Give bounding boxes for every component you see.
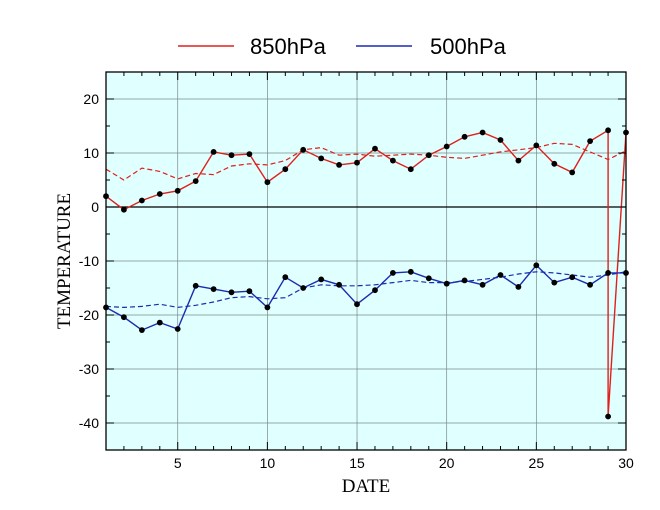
series-850hpa-point (443, 143, 450, 150)
y-tick-labels: 20 10 0 -10 -20 -30 -40 (79, 91, 99, 431)
y-tick-label: -30 (79, 361, 99, 377)
x-tick-label: 25 (529, 455, 545, 471)
series-850hpa-point (497, 137, 504, 143)
y-tick-label: -20 (79, 307, 99, 323)
legend-label-850hpa: 850hPa (250, 34, 327, 59)
series-850hpa-point (605, 413, 611, 420)
series-500hpa-point (551, 279, 558, 286)
series-500hpa-point (533, 262, 540, 269)
series-850hpa-point (479, 129, 486, 136)
y-axis-label: TEMPERATURE (54, 193, 75, 329)
x-tick-labels: 5 10 15 20 25 30 (174, 455, 634, 471)
series-500hpa-point (336, 281, 342, 288)
series-500hpa-point (461, 277, 468, 284)
series-500hpa-point (479, 281, 486, 288)
legend-label-500hpa: 500hPa (430, 34, 507, 59)
x-tick-label: 20 (439, 455, 455, 471)
series-850hpa-point (425, 152, 432, 159)
series-850hpa-point (569, 169, 576, 176)
x-tick-label: 10 (260, 455, 276, 471)
series-500hpa-point (372, 287, 378, 294)
series-500hpa-point (264, 304, 271, 311)
series-500hpa-point (174, 326, 181, 332)
series-850hpa-point (264, 179, 271, 186)
tick-marks (105, 72, 627, 450)
series-850hpa-point (407, 166, 414, 173)
grid-lines (106, 72, 626, 450)
series-500hpa-point (443, 280, 450, 287)
series-850hpa-point (174, 187, 181, 194)
series-850hpa-point (372, 145, 378, 152)
series-850hpa-point (318, 155, 325, 162)
x-tick-label: 15 (349, 455, 365, 471)
series-500hpa-point (121, 314, 127, 321)
series-850hpa-point (551, 160, 558, 167)
series-500hpa-mean-line (105, 271, 627, 309)
x-tick-label: 30 (618, 455, 634, 471)
y-tick-label: 20 (83, 91, 99, 107)
series-500hpa-point (515, 284, 522, 290)
series-500hpa-point (300, 285, 307, 291)
x-tick-label: 5 (174, 455, 182, 471)
series-850hpa-point (336, 162, 342, 168)
y-tick-label: -10 (79, 253, 99, 269)
series-500hpa-point (587, 281, 593, 288)
legend: 850hPa 500hPa (178, 34, 507, 59)
series-500hpa-point (228, 289, 235, 296)
series-500hpa-point (210, 286, 217, 292)
series-850hpa-point (605, 127, 611, 134)
y-tick-label: 10 (83, 145, 99, 161)
series-500hpa-point (605, 270, 611, 276)
series-500hpa-point (354, 301, 360, 308)
series-850hpa-point (354, 159, 360, 166)
series-500hpa-point (282, 274, 289, 281)
series-850hpa-point (228, 152, 235, 159)
series-850hpa-point (533, 142, 540, 149)
series-500hpa-point (156, 319, 163, 326)
series-850hpa-point (300, 146, 307, 153)
y-tick-label: 0 (91, 199, 99, 215)
series-850hpa-point (390, 157, 396, 164)
series-850hpa-point (139, 197, 145, 204)
series-850hpa-point (587, 138, 593, 145)
series-500hpa-point (318, 276, 325, 283)
series-500hpa-point (407, 268, 414, 275)
series-500hpa-line (105, 264, 626, 331)
series-850hpa-point (515, 157, 522, 164)
series-850hpa-point (246, 151, 253, 158)
series-500hpa-point (390, 270, 396, 276)
series-850hpa-point (156, 191, 163, 197)
series-500hpa-point (497, 272, 504, 278)
x-axis-label: DATE (342, 476, 391, 497)
series-500hpa-point (246, 288, 253, 295)
series-850hpa-point (121, 206, 127, 213)
series-850hpa-point (192, 178, 199, 185)
series-850hpa-point (461, 133, 468, 140)
series-850hpa-point (210, 149, 217, 155)
series-500hpa-point (569, 274, 576, 281)
series-500hpa-point (425, 275, 432, 282)
y-tick-label: -40 (79, 415, 99, 431)
series-500hpa-point (139, 327, 145, 333)
series-850hpa-point (282, 166, 289, 173)
series-layer (103, 127, 629, 420)
series-500hpa-point (192, 282, 199, 289)
